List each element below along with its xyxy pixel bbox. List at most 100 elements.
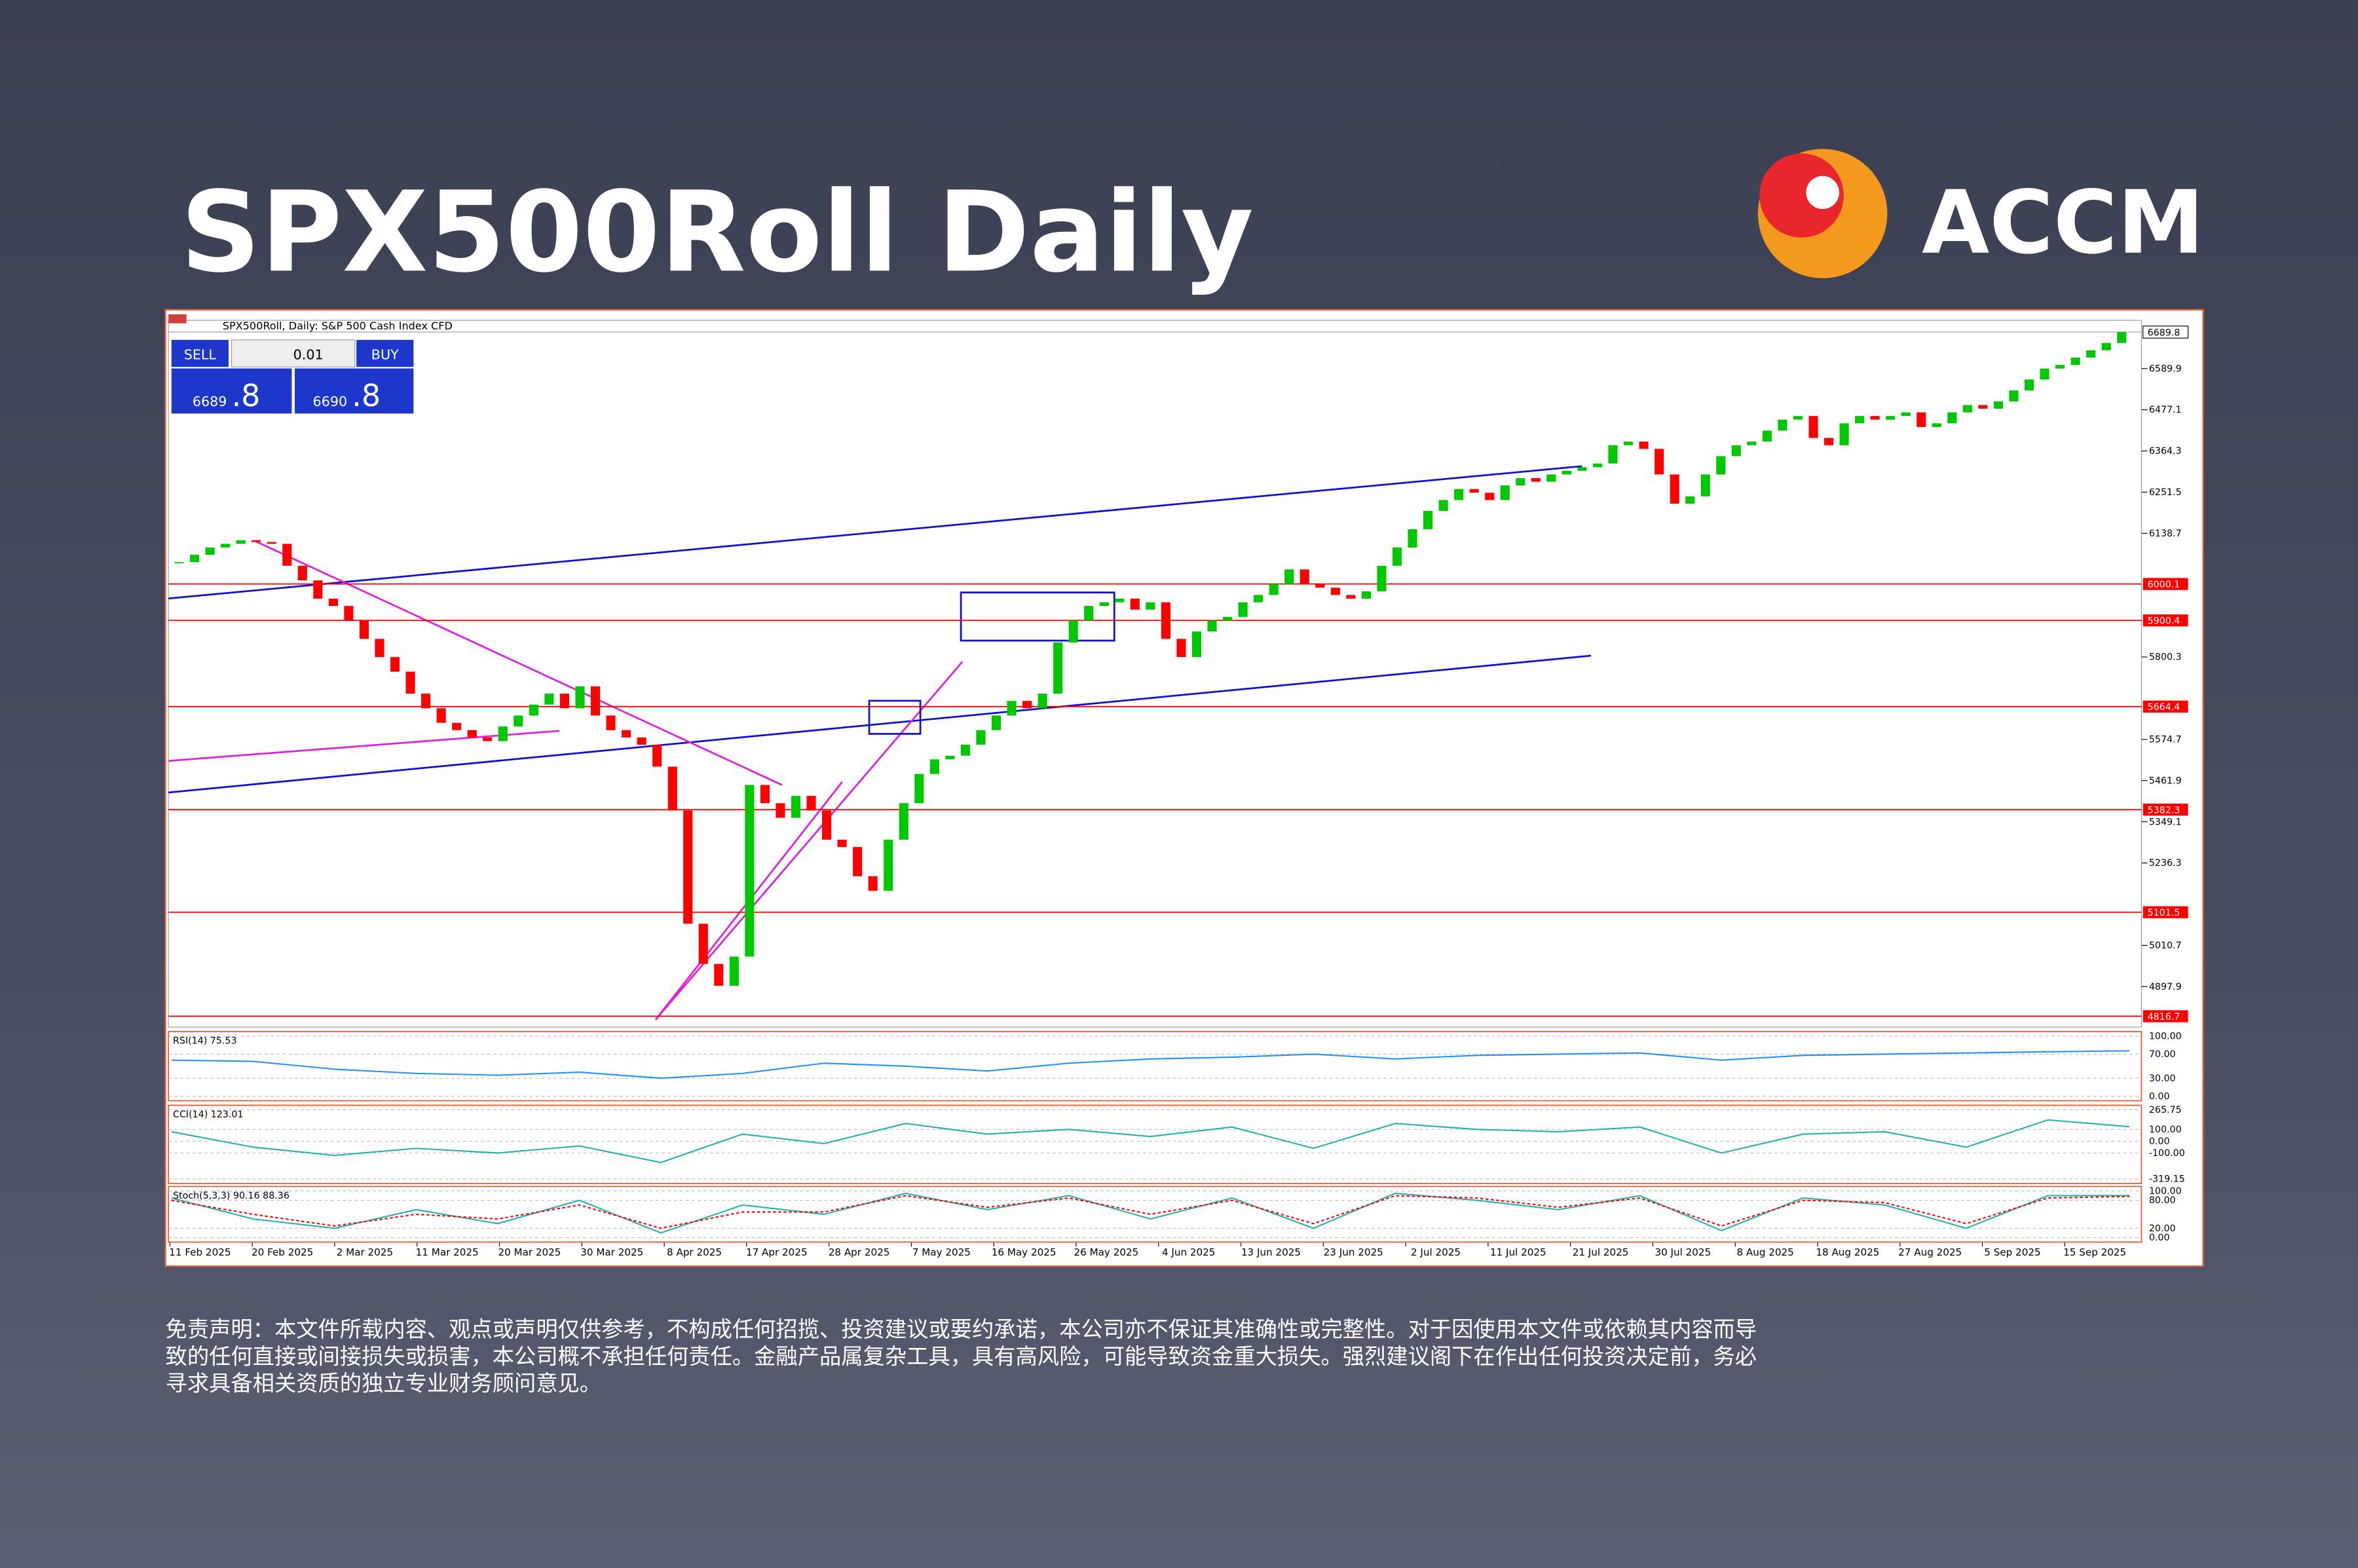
buy-button[interactable] [356,339,414,367]
current-price-label: 6689.8 [2148,327,2180,338]
current-price-tag [2143,326,2189,339]
disclaimer-line: 寻求具备相关资质的独立专业财务顾问意见。 [166,1371,602,1396]
sell-button[interactable] [171,339,229,367]
candle [1993,401,2004,409]
trendline [168,465,1582,600]
ask-main: 6690 [313,394,348,409]
x-tick-label: 2 Jul 2025 [1411,1246,1461,1258]
bid-frac: .8 [232,378,261,413]
x-tick-label: 5 Sep 2025 [1984,1246,2040,1258]
logo-dot [1806,176,1839,210]
y-tick-label: 5800.3 [2149,652,2182,663]
bid-box[interactable] [171,368,292,414]
level-label: 5664.4 [2148,702,2180,713]
candle [1022,701,1032,709]
candle [1808,416,1818,438]
candle [1423,511,1433,530]
level-tag [2143,1010,2188,1022]
candle [1191,631,1202,658]
x-tick-label: 11 Feb 2025 [169,1246,231,1258]
candle [297,565,307,581]
candle [1778,419,1787,431]
lot-input[interactable] [231,339,356,367]
candle [760,785,770,804]
candle [1562,470,1571,475]
candle [1655,449,1664,475]
logo-inner [1759,153,1844,238]
candle [1438,500,1448,512]
x-tick-label: 20 Mar 2025 [498,1246,561,1258]
candle [1408,529,1417,548]
price-plot: 4897.9 5010.7 5236.3 5349.1 5461.9 5574.7 5800… [168,326,2189,1258]
y-tick-label: 5574.7 [2149,734,2182,745]
candle [2055,365,2065,369]
candle [1346,595,1356,599]
candle [421,693,431,709]
candle [1284,569,1294,584]
logo: ACCM [1757,149,2204,278]
candle [806,796,816,811]
level-tag [2143,700,2188,713]
candle [1254,595,1263,603]
indicator-line [171,1119,2130,1163]
indicator-tick-label: 20.00 [2149,1223,2176,1234]
candle [559,693,570,709]
logo-text: ACCM [1922,172,2204,274]
candle [1053,642,1063,694]
indicator-tick-label: 70.00 [2149,1049,2176,1060]
x-tick-label: 13 Jun 2025 [1241,1246,1301,1258]
indicator-line [171,1192,2130,1234]
candle [868,876,878,891]
candle [1300,569,1309,584]
candle [205,547,215,555]
candle [1685,496,1695,504]
candle [2086,350,2096,358]
candle [976,730,986,745]
candle [899,803,908,840]
x-tick-label: 21 Jul 2025 [1573,1246,1629,1258]
candle [1146,602,1155,610]
candle [1839,423,1849,445]
candle [683,810,693,924]
y-tick-label: 5236.3 [2149,858,2182,868]
candle [714,963,724,986]
trendline [168,654,1592,794]
disclaimer: 免责声明：本文件所载内容、观点或声明仅供参考，不构成任何招揽、投资建议或要约承诺… [166,1316,1757,1396]
candle [960,745,970,756]
candle [652,745,662,767]
candle [945,755,955,760]
indicator-tick-label: -319.15 [2149,1174,2185,1185]
x-tick-label: 16 May 2025 [992,1246,1057,1258]
candle [1500,485,1510,500]
x-tick-label: 2 Mar 2025 [337,1246,393,1258]
candle [436,708,446,723]
indicator-panel [168,1185,2143,1243]
candle [1038,693,1047,709]
candle [1269,584,1279,595]
candle [1361,591,1371,599]
candle [1762,430,1772,442]
candle [544,693,554,705]
candle [483,737,493,741]
y-tick-label: 6477.1 [2149,405,2182,415]
x-tick-label: 26 May 2025 [1074,1246,1139,1258]
indicator-tick-label: 100.00 [2149,1032,2182,1042]
candle [1670,474,1679,504]
candle [529,704,538,716]
candle [822,810,832,840]
chart-frame [164,308,2204,1267]
y-tick-label: 5010.7 [2149,941,2182,951]
candle [590,686,601,716]
candle [1932,423,1941,427]
candle [1377,565,1387,591]
x-tick-label: 11 Jul 2025 [1490,1246,1546,1258]
candle [221,544,231,548]
plot-area [168,320,2142,1028]
candle [1639,441,1649,449]
ask-box[interactable] [295,368,414,414]
candle [698,924,708,964]
candle [1223,616,1233,621]
trendline [255,540,783,786]
